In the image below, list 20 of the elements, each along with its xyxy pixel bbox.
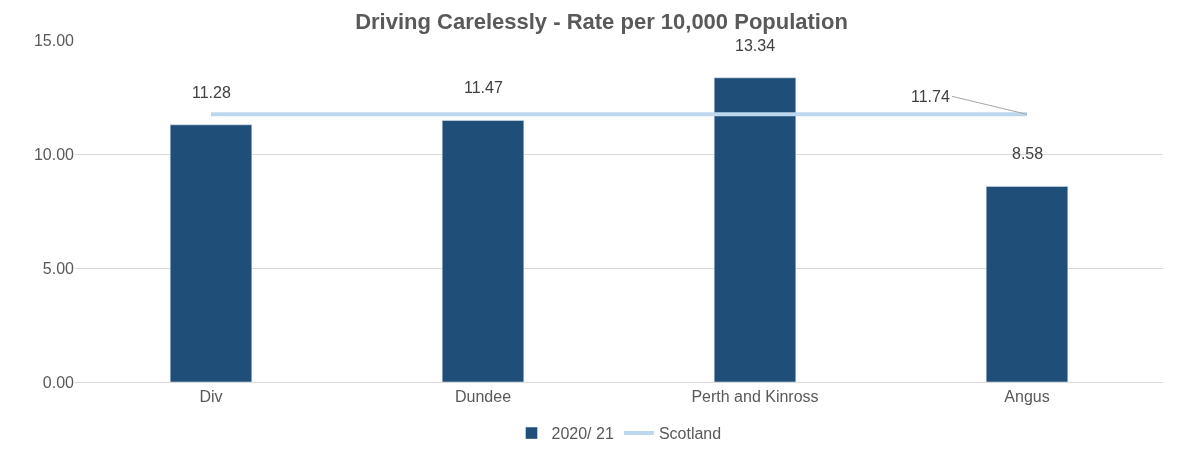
data-label: 11.47 [464, 79, 503, 96]
x-tick-label: Dundee [454, 388, 512, 406]
legend-label: Scotland [658, 425, 722, 443]
chart-title: Driving Carelessly - Rate per 10,000 Population [355, 9, 848, 35]
data-label: 8.58 [1012, 145, 1044, 162]
bar [169, 124, 253, 382]
x-tick-label: Div [199, 388, 223, 406]
x-tick-label: Angus [1004, 388, 1050, 406]
y-tick-label: 15.00 [33, 31, 75, 49]
bar [441, 120, 525, 382]
data-label: 11.74 [911, 88, 950, 105]
data-label: 13.34 [735, 37, 776, 54]
bar [985, 186, 1069, 382]
bar [713, 77, 797, 382]
legend-label: 2020/ 21 [551, 425, 614, 443]
y-tick-label: 10.00 [33, 145, 75, 163]
x-tick-label: Perth and Kinross [691, 388, 819, 406]
y-tick-label: 0.00 [42, 373, 75, 391]
y-tick-label: 5.00 [42, 259, 75, 277]
data-label: 11.28 [192, 84, 231, 101]
